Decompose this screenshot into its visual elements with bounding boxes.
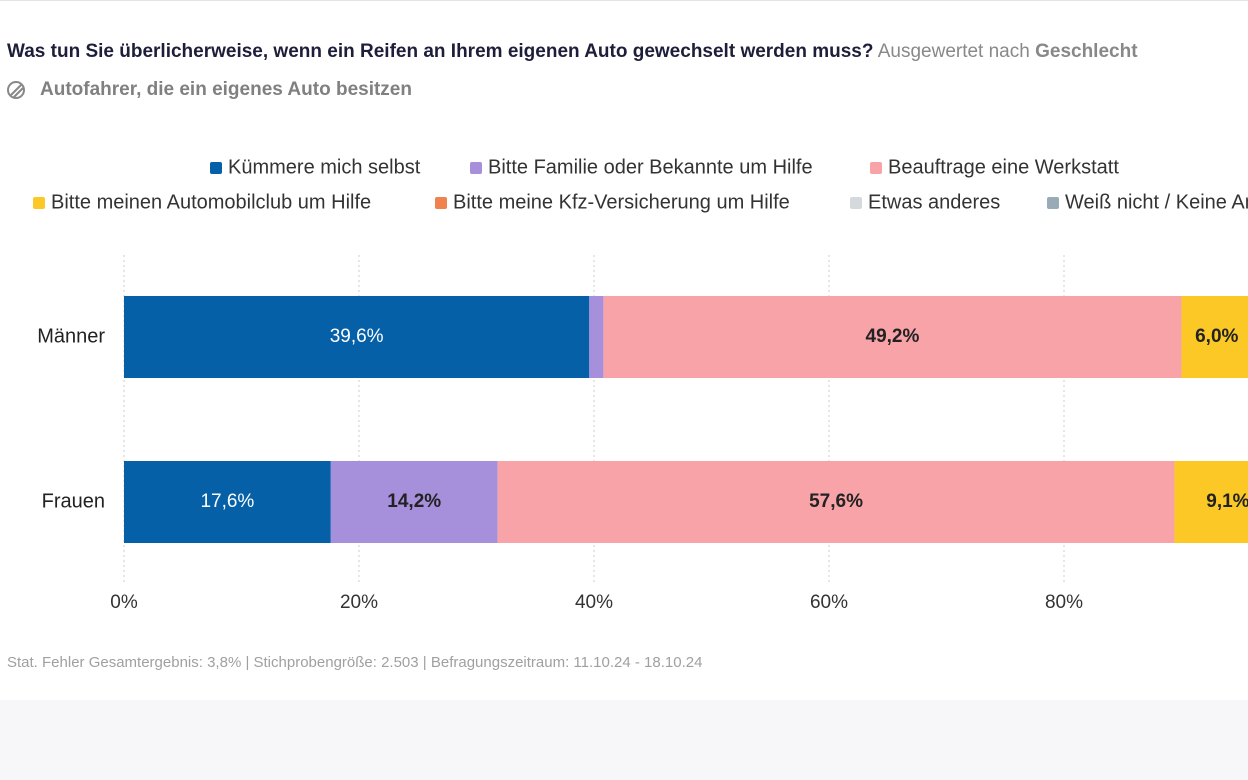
legend-label: Bitte meine Kfz-Versicherung um Hilfe xyxy=(453,191,790,213)
chart-title: Was tun Sie überlicherweise, wenn ein Re… xyxy=(7,41,1138,62)
bar-segment xyxy=(124,296,590,378)
x-tick-label: 60% xyxy=(810,592,848,613)
category-label: Frauen xyxy=(42,490,105,512)
bar-segment xyxy=(124,461,331,543)
footer: Stat. Fehler Gesamtergebnis: 3,8% | Stic… xyxy=(7,654,702,671)
legend-label: Beauftrage eine Werkstatt xyxy=(888,156,1119,178)
title-suffix-bold: Geschlecht xyxy=(1035,41,1138,62)
bar-segment xyxy=(1174,461,1248,543)
x-tick-label: 80% xyxy=(1045,592,1083,613)
legend-swatch xyxy=(33,197,45,209)
bar-segment xyxy=(497,461,1175,543)
value-label: 57,6% xyxy=(809,491,863,512)
bar-segment xyxy=(589,296,604,378)
legend-swatch xyxy=(470,162,482,174)
legend-swatch xyxy=(870,162,882,174)
legend-swatch xyxy=(850,197,862,209)
legend-swatch xyxy=(1047,197,1059,209)
title-suffix: Ausgewertet nach xyxy=(878,41,1030,62)
value-label: 9,1% xyxy=(1206,491,1248,512)
legend-label: Etwas anderes xyxy=(868,191,1000,213)
bar-segment xyxy=(1181,296,1248,378)
value-label: 17,6% xyxy=(200,491,254,512)
legend-label: Bitte meinen Automobilclub um Hilfe xyxy=(51,191,371,213)
legend-swatch xyxy=(435,197,447,209)
value-label: 39,6% xyxy=(330,326,384,347)
legend-label: Weiß nicht / Keine Angabe xyxy=(1065,191,1248,213)
value-label: 49,2% xyxy=(866,326,920,347)
category-label: Männer xyxy=(37,325,105,347)
x-tick-label: 40% xyxy=(575,592,613,613)
legend-label: Kümmere mich selbst xyxy=(228,156,421,178)
x-tick-label: 0% xyxy=(110,592,138,613)
filter-icon xyxy=(7,81,25,99)
value-label: 6,0% xyxy=(1195,326,1238,347)
subtitle: Autofahrer, die ein eigenes Auto besitze… xyxy=(40,79,412,100)
value-label: 14,2% xyxy=(387,491,441,512)
bar-segment xyxy=(603,296,1182,378)
bottom-area xyxy=(0,700,1248,780)
legend-swatch xyxy=(210,162,222,174)
title-main: Was tun Sie überlicherweise, wenn ein Re… xyxy=(7,41,873,62)
x-tick-label: 20% xyxy=(340,592,378,613)
legend-label: Bitte Familie oder Bekannte um Hilfe xyxy=(488,156,813,178)
bar-segment xyxy=(330,461,498,543)
